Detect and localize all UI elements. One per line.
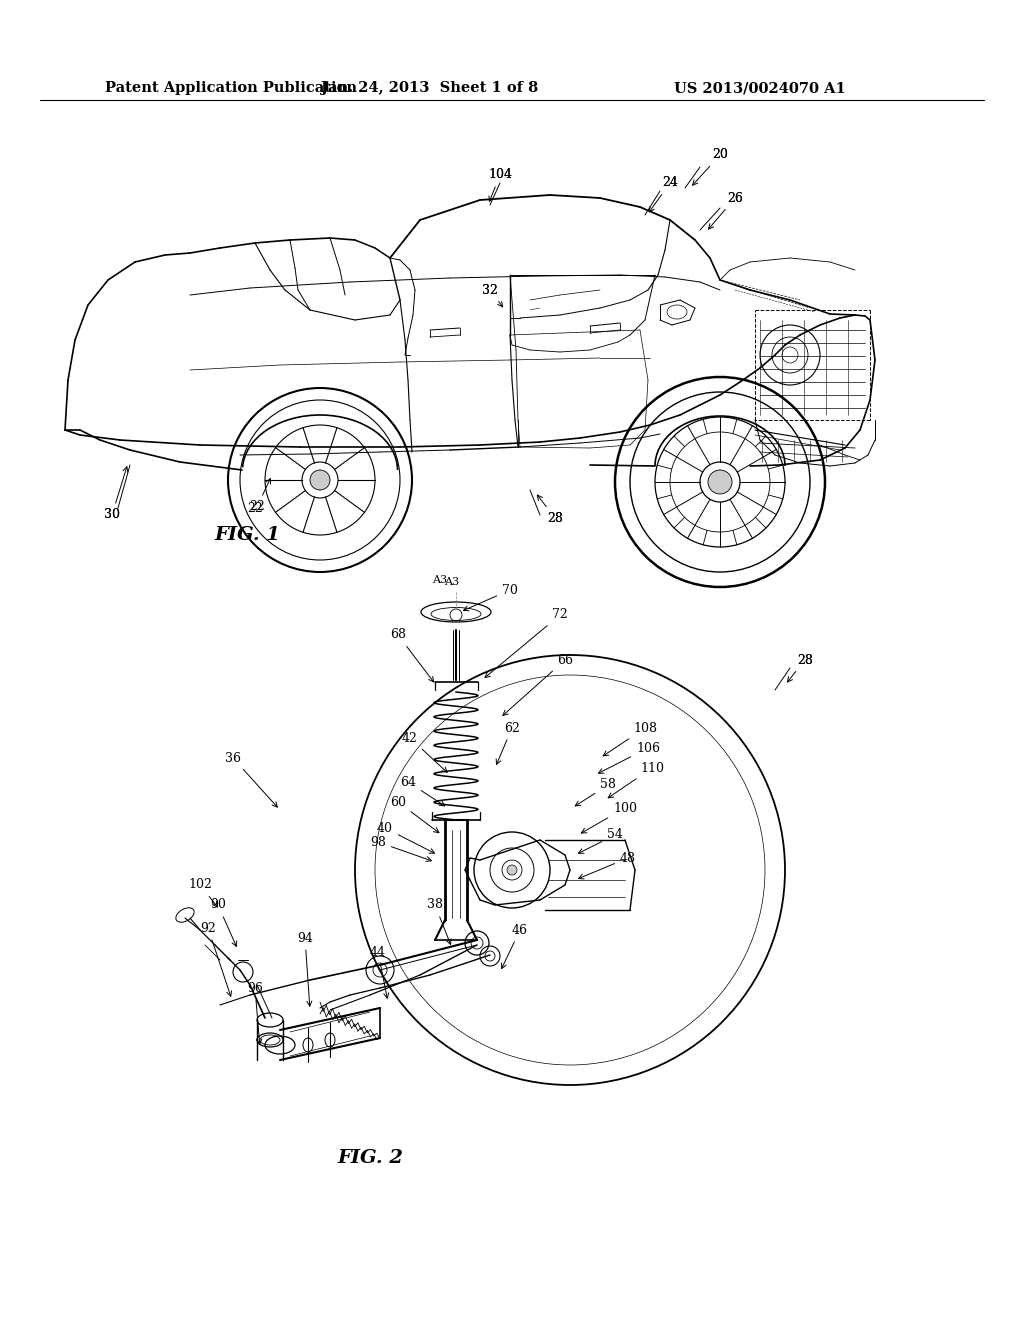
Text: 26: 26 [727,191,743,205]
Text: 90: 90 [210,899,237,946]
Text: 28: 28 [538,495,563,524]
Text: 104: 104 [488,169,512,202]
Text: 36: 36 [225,751,278,807]
Text: 38: 38 [427,899,451,944]
Text: 22: 22 [249,478,270,513]
Text: 104: 104 [488,169,512,181]
Text: 32: 32 [482,284,498,297]
Text: 110: 110 [608,762,664,797]
Text: A3: A3 [444,577,460,587]
Text: 94: 94 [297,932,313,1006]
Text: 26: 26 [709,191,743,230]
Text: Patent Application Publication: Patent Application Publication [105,81,357,95]
Text: 28: 28 [547,511,563,524]
Text: Jan. 24, 2013  Sheet 1 of 8: Jan. 24, 2013 Sheet 1 of 8 [322,81,539,95]
Text: 40: 40 [377,821,434,853]
Text: 72: 72 [485,609,568,677]
Text: FIG. 1: FIG. 1 [214,525,280,544]
Text: 44: 44 [370,945,389,998]
Text: FIG. 2: FIG. 2 [337,1148,403,1167]
Text: 92: 92 [200,921,231,997]
Text: 58: 58 [575,779,616,807]
Text: 68: 68 [390,628,433,682]
Text: 24: 24 [649,177,678,213]
Text: 46: 46 [502,924,528,969]
Text: 102: 102 [188,879,217,907]
Text: 20: 20 [692,149,728,185]
Text: 42: 42 [402,731,447,772]
Text: 48: 48 [579,851,636,879]
Text: 28: 28 [787,653,813,682]
Circle shape [310,470,330,490]
Text: 28: 28 [797,653,813,667]
Text: 30: 30 [104,467,128,521]
Text: 100: 100 [582,801,637,833]
Text: 64: 64 [400,776,444,807]
Text: 30: 30 [104,508,120,521]
Text: 54: 54 [579,829,623,853]
Text: 106: 106 [598,742,660,774]
Text: 62: 62 [497,722,520,764]
Text: 24: 24 [663,176,678,189]
Text: 70: 70 [464,583,518,611]
Text: 20: 20 [712,149,728,161]
Text: 22: 22 [247,502,263,515]
Text: 98: 98 [370,836,431,862]
Text: 108: 108 [603,722,657,756]
Circle shape [507,865,517,875]
Text: 96: 96 [247,982,263,1044]
Text: A3: A3 [432,576,447,585]
Text: US 2013/0024070 A1: US 2013/0024070 A1 [674,81,846,95]
Circle shape [708,470,732,494]
Text: 60: 60 [390,796,439,833]
Text: 32: 32 [482,284,503,308]
Text: 66: 66 [503,653,573,715]
